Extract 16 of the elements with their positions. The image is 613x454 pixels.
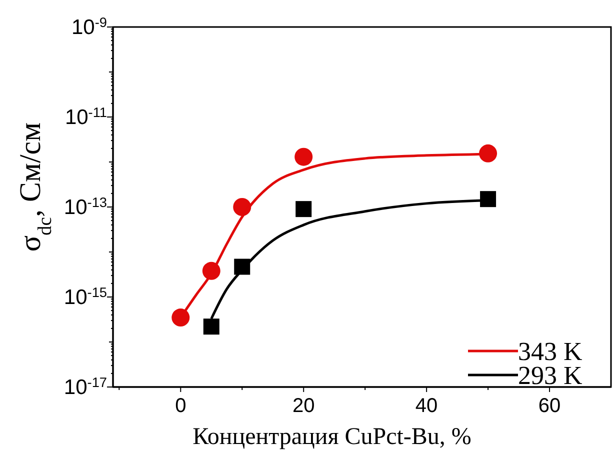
point bbox=[294, 148, 313, 166]
point bbox=[296, 201, 312, 218]
point bbox=[172, 308, 190, 327]
y-tick-label: 10$^{-15}$ bbox=[64, 284, 108, 309]
point bbox=[203, 318, 220, 335]
y-tick-label: 10$^{-9}$ bbox=[72, 14, 107, 39]
y-tick-label: 10$^{-11}$ bbox=[64, 104, 107, 129]
x-axis-title: Концентрация CuPct-Bu, % bbox=[192, 424, 472, 450]
point bbox=[480, 191, 496, 208]
x-tick-label: 60 bbox=[538, 395, 561, 417]
y-tick-label: 10$^{-13}$ bbox=[64, 194, 107, 219]
point bbox=[479, 144, 498, 162]
y-tick-label: 10$^{-17}$ bbox=[64, 374, 107, 399]
x-tick-label: 40 bbox=[415, 395, 438, 417]
x-tick-label: 0 bbox=[175, 395, 186, 417]
x-tick-label: 20 bbox=[292, 395, 315, 417]
